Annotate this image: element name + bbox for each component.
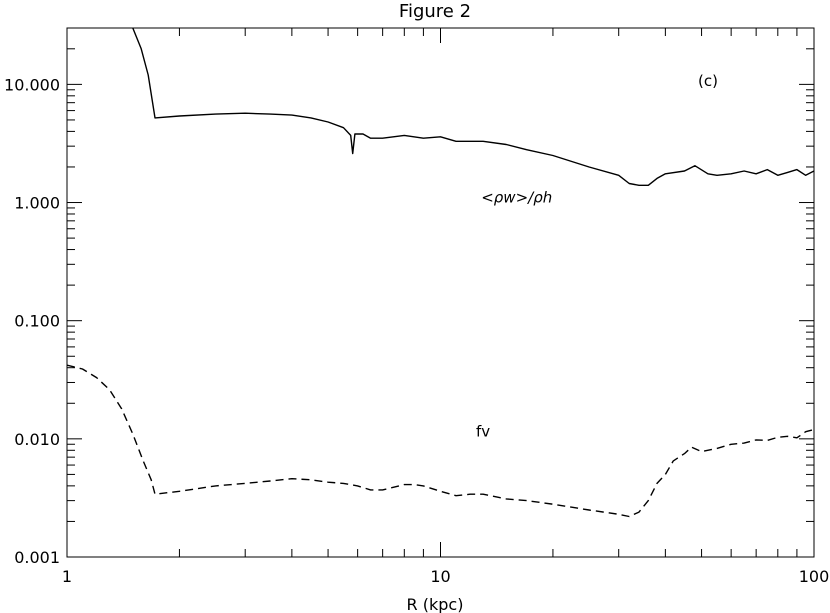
y-axis: 0.001 0.010 0.100 1.000 10.000: [4, 27, 814, 567]
y-tick-label: 0.010: [14, 430, 60, 449]
y-tick-label: 0.001: [14, 548, 60, 567]
plot-area: [67, 28, 814, 518]
plot-frame: [66, 27, 815, 558]
y-tick-label: 1.000: [14, 194, 60, 213]
panel-label: (c): [698, 72, 718, 90]
series-line-volume-fraction: [67, 364, 814, 518]
annotation-density-ratio: <ρw>/ρh: [481, 189, 552, 207]
x-axis-label: R (kpc): [407, 595, 464, 613]
x-tick-label: 1: [62, 567, 72, 586]
y-tick-label: 10.000: [4, 75, 60, 94]
chart-title: Figure 2: [399, 1, 471, 22]
series-line-density-ratio: [132, 28, 814, 187]
x-axis: 1 10 100: [62, 28, 829, 586]
y-tick-label: 0.100: [14, 312, 60, 331]
x-tick-label: 100: [799, 567, 830, 586]
x-tick-label: 10: [430, 567, 450, 586]
annotation-volume-fraction: fv: [476, 422, 490, 440]
